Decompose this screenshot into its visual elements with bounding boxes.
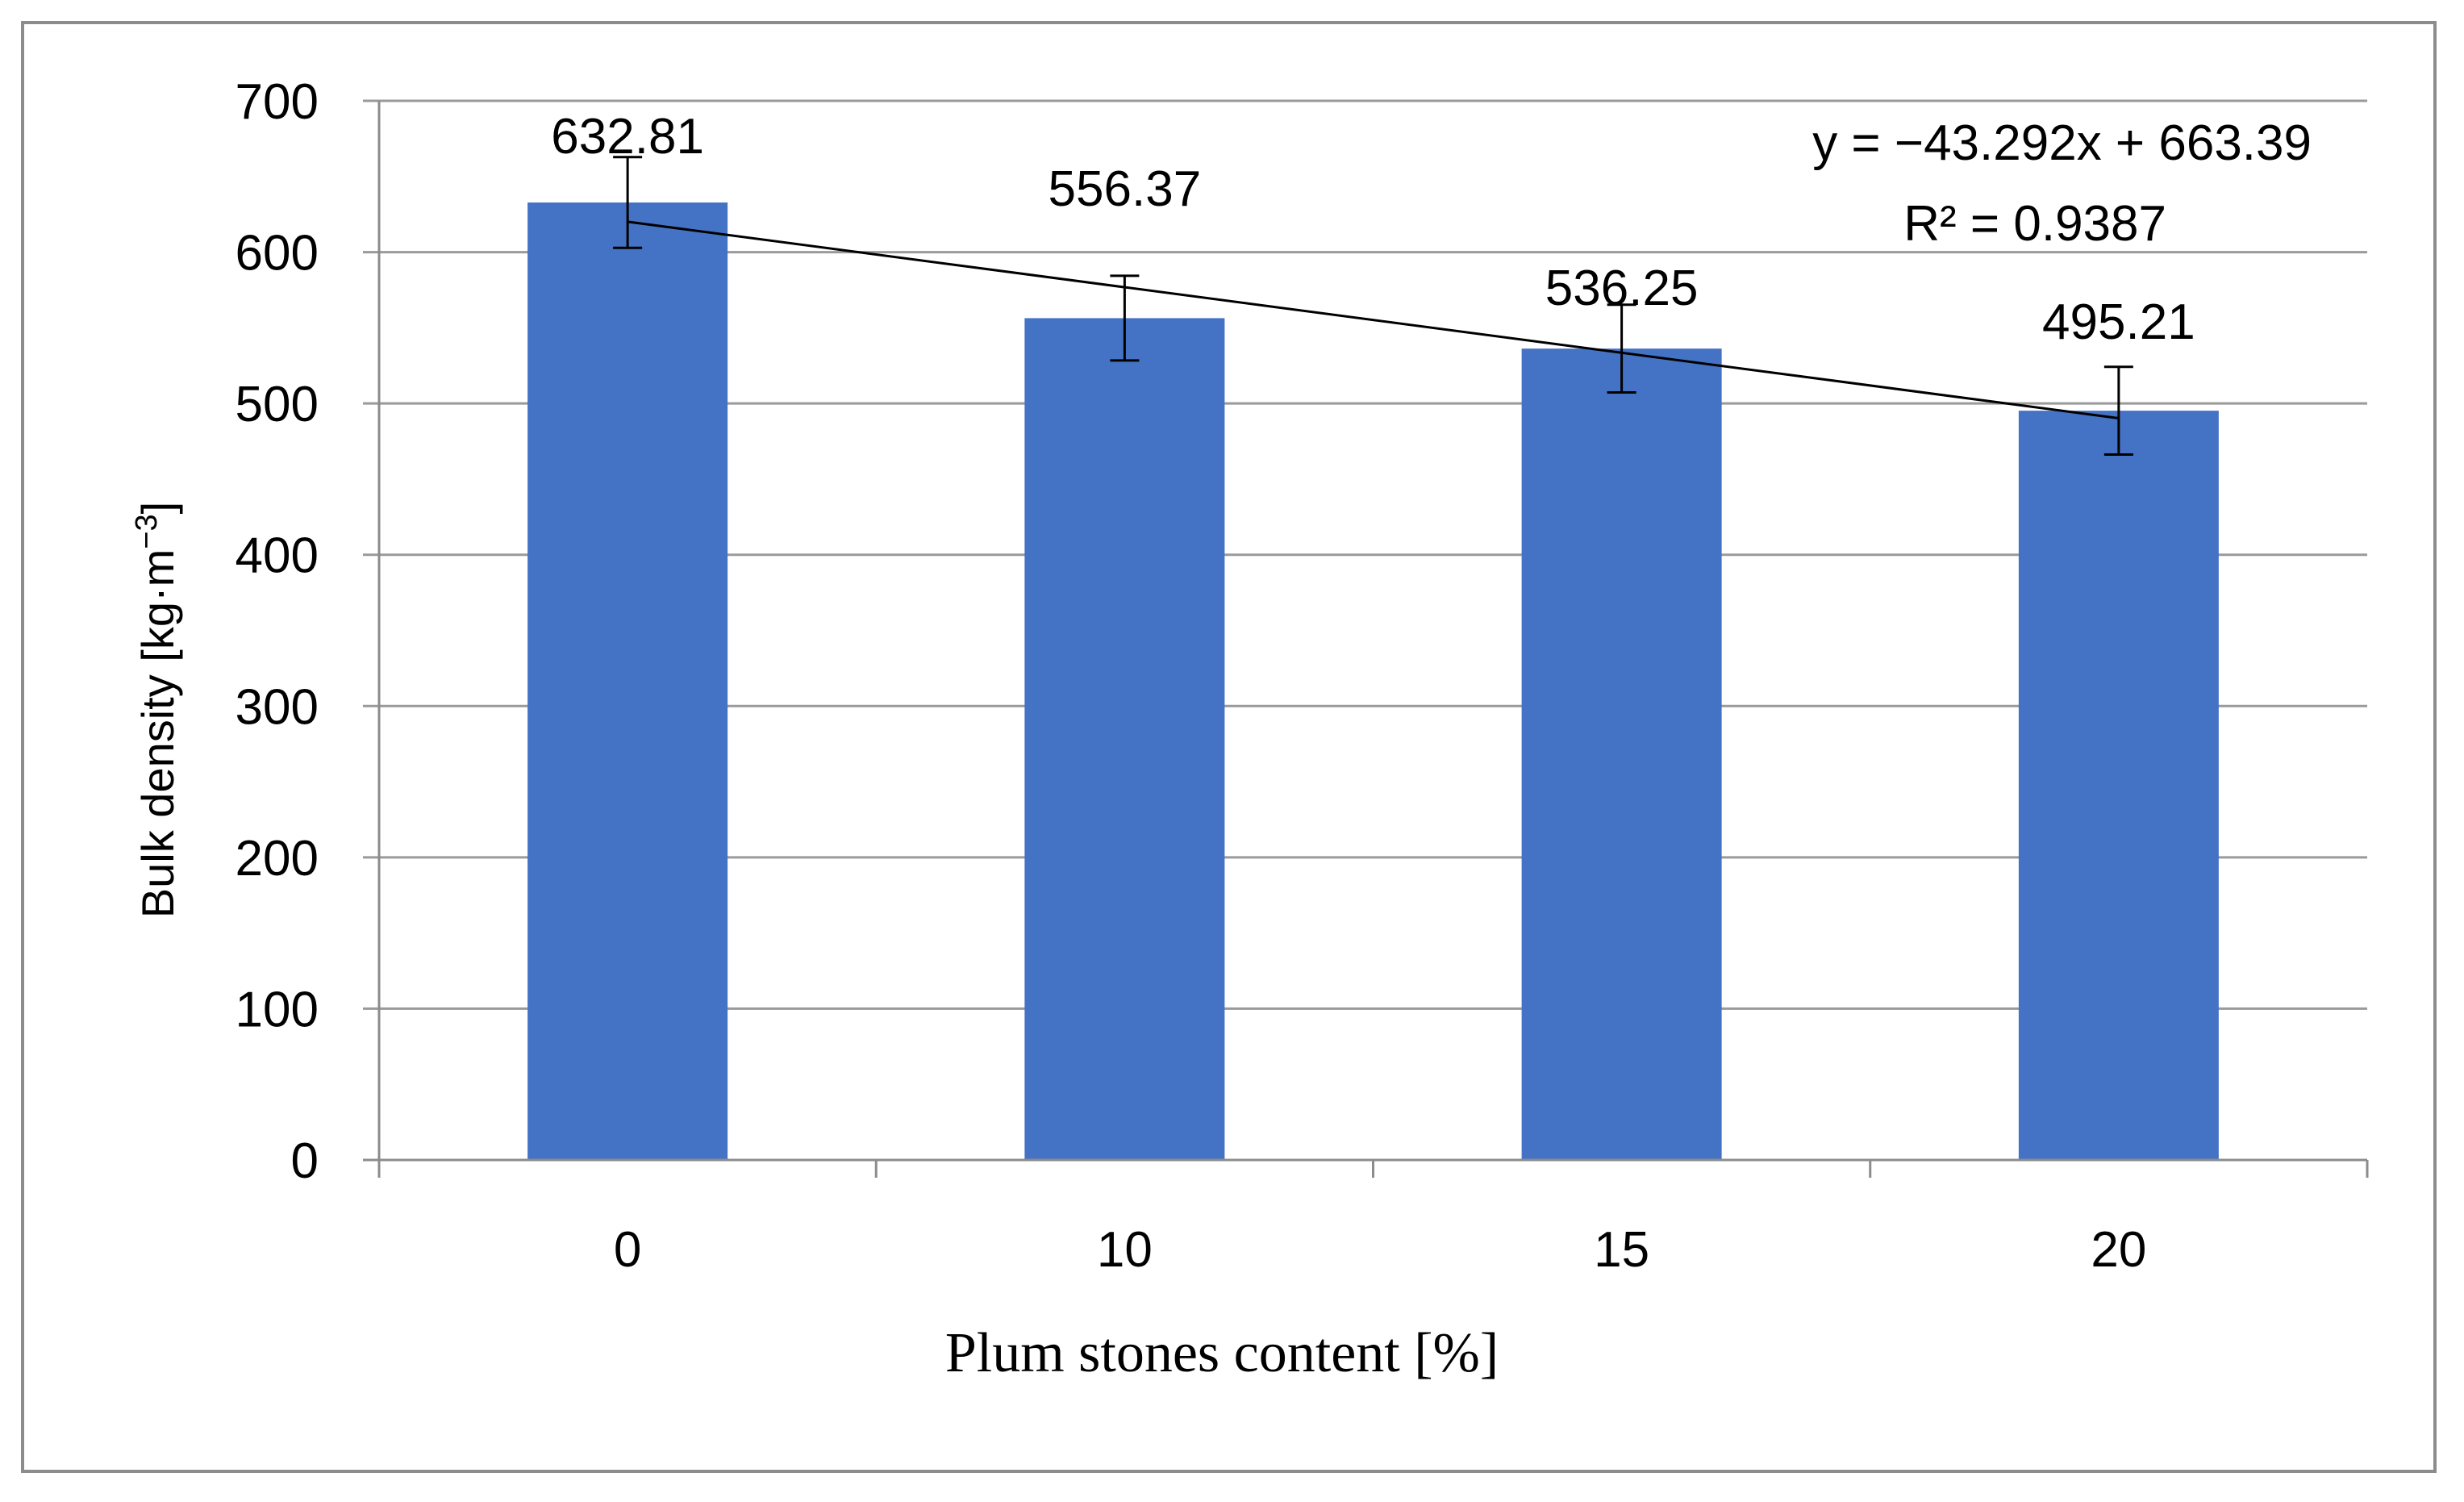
- axes: [363, 101, 2369, 1178]
- bar: [2018, 411, 2219, 1160]
- y-tick-label: 500: [236, 377, 319, 432]
- y-tick-label: 600: [236, 226, 319, 282]
- y-tick-labels: 0 100 200 300 400 500 600 700: [236, 74, 319, 1189]
- data-labels: 632.81 556.37 536.25 495.21: [551, 109, 2195, 350]
- x-tick-label: 0: [614, 1222, 641, 1278]
- x-tick-label: 10: [1097, 1222, 1153, 1278]
- data-label: 632.81: [551, 109, 704, 165]
- x-tick-label: 20: [2091, 1222, 2146, 1278]
- y-tick-label: 300: [236, 679, 319, 735]
- y-tick-label: 0: [291, 1133, 319, 1189]
- x-tick-labels: 0 10 15 20: [614, 1222, 2146, 1278]
- bar: [1521, 348, 1722, 1161]
- x-axis-title: Plum stones content [%]: [945, 1322, 1499, 1384]
- trendline-r-squared: R² = 0.9387: [1903, 196, 2166, 252]
- y-tick-label: 100: [236, 982, 319, 1037]
- bars: [527, 202, 2219, 1161]
- trendline-equation: y = −43.292x + 663.39: [1812, 115, 2312, 171]
- bar: [1024, 318, 1225, 1161]
- error-bars: [613, 156, 2133, 457]
- trendline-group: [627, 220, 2120, 419]
- y-axis-title: Bulk density [kg·m−3]: [130, 502, 183, 918]
- y-tick-label: 200: [236, 831, 319, 887]
- data-label: 495.21: [2042, 294, 2195, 350]
- data-label: 536.25: [1545, 261, 1699, 316]
- y-axis-title-superscript: −3: [130, 514, 164, 549]
- trendline: [627, 220, 2120, 419]
- x-tick-label: 15: [1594, 1222, 1649, 1278]
- y-tick-label: 700: [236, 74, 319, 130]
- data-label: 556.37: [1049, 161, 1202, 217]
- bar: [527, 202, 728, 1160]
- y-tick-label: 400: [236, 528, 319, 584]
